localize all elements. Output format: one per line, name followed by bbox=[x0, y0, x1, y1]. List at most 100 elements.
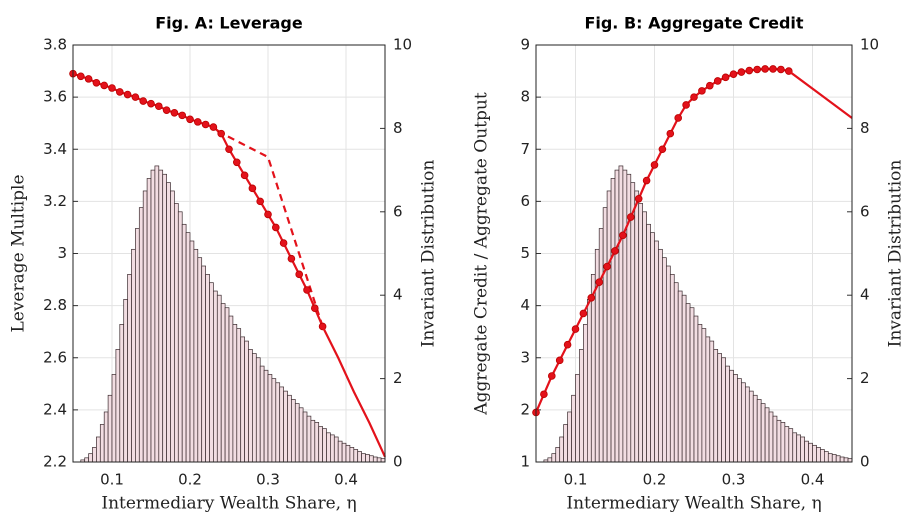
histogram-bar bbox=[662, 257, 667, 463]
line-marker bbox=[547, 372, 556, 380]
histogram-bar bbox=[646, 223, 651, 463]
histogram-bar bbox=[84, 457, 89, 463]
histogram-bar bbox=[92, 447, 97, 463]
histogram-bar bbox=[800, 436, 805, 463]
line-marker bbox=[92, 78, 101, 87]
histogram-bar bbox=[689, 307, 695, 463]
histogram-bar bbox=[166, 182, 171, 463]
histogram-bar bbox=[349, 447, 355, 463]
histogram-bar bbox=[816, 447, 821, 463]
line-marker bbox=[611, 247, 619, 255]
line-marker bbox=[233, 158, 241, 167]
line-marker bbox=[178, 111, 187, 120]
histogram-bar bbox=[559, 436, 565, 463]
y-tick-label: 3.4 bbox=[43, 140, 67, 158]
histogram-bar bbox=[372, 456, 378, 463]
histogram-bar bbox=[606, 190, 612, 463]
histogram-bar bbox=[135, 228, 140, 463]
line-marker bbox=[579, 309, 588, 318]
line-marker bbox=[769, 65, 777, 73]
line-marker bbox=[555, 356, 564, 365]
histogram-bar bbox=[138, 207, 144, 463]
histogram-bar bbox=[622, 169, 628, 463]
histogram-bar bbox=[586, 299, 592, 463]
chart-title: Fig. B: Aggregate Credit bbox=[584, 14, 803, 33]
histogram-bar bbox=[721, 357, 726, 463]
histogram-bar bbox=[792, 432, 798, 463]
histogram-bar bbox=[693, 315, 699, 463]
line-marker bbox=[108, 84, 116, 92]
histogram-bar bbox=[796, 434, 802, 463]
histogram-bar bbox=[697, 324, 703, 463]
histogram-bar bbox=[725, 365, 730, 463]
histogram-bar bbox=[658, 248, 663, 463]
chart-title: Fig. A: Leverage bbox=[155, 14, 303, 33]
y2-axis-label: Invariant Distribution bbox=[419, 160, 439, 348]
histogram-bar bbox=[575, 374, 580, 463]
histogram-bar bbox=[847, 458, 853, 463]
histogram-bar bbox=[788, 428, 794, 463]
line-marker bbox=[713, 77, 722, 85]
histogram-bar bbox=[784, 426, 790, 463]
y-tick-label: 3 bbox=[520, 348, 530, 366]
histogram-bar bbox=[563, 424, 568, 463]
line-marker bbox=[139, 97, 148, 105]
histogram-bar bbox=[131, 248, 136, 463]
histogram-bar bbox=[361, 453, 366, 463]
histogram-bar bbox=[701, 328, 707, 463]
histogram-bar bbox=[768, 411, 774, 463]
histogram-bar bbox=[146, 178, 152, 463]
line-marker bbox=[619, 231, 627, 240]
histogram-bar bbox=[177, 211, 183, 463]
y-tick-label: 3.2 bbox=[43, 192, 67, 210]
y-axis-label: Aggregate Credit / Aggregate Output bbox=[472, 92, 492, 416]
histogram-bar bbox=[107, 394, 113, 463]
histogram-bar bbox=[709, 340, 715, 463]
histogram-bar bbox=[571, 394, 576, 463]
line-marker bbox=[682, 101, 690, 109]
panel: 0.1 0.2 0.3 0.4 2.2 2.4 2.6 2.8 3 3.2 3.4 3.6 3.8 0 2 4… bbox=[9, 14, 439, 514]
histogram-bar bbox=[88, 453, 93, 463]
y2-tick-label: 0 bbox=[393, 453, 403, 471]
line-marker bbox=[571, 325, 580, 333]
histogram-bar bbox=[583, 324, 588, 463]
x-tick-label: 0.1 bbox=[100, 471, 124, 489]
histogram-bar bbox=[248, 349, 253, 463]
line-marker bbox=[729, 70, 738, 78]
histogram-bar bbox=[713, 349, 719, 463]
line-marker bbox=[201, 120, 210, 129]
histogram-bar bbox=[598, 228, 604, 463]
y-tick-label: 3.8 bbox=[43, 36, 67, 54]
histogram-bar bbox=[271, 378, 277, 463]
line bbox=[321, 325, 386, 458]
y2-tick-label: 4 bbox=[860, 286, 870, 304]
y-axis-label: Leverage Multiple bbox=[9, 174, 29, 332]
histogram-bar bbox=[590, 274, 596, 463]
histogram-bar bbox=[839, 456, 845, 463]
histogram-bar bbox=[259, 365, 265, 463]
y2-axis-label: Invariant Distribution bbox=[886, 160, 905, 348]
histogram-bar bbox=[808, 442, 813, 463]
histogram-bar bbox=[376, 457, 382, 463]
histogram-bar bbox=[748, 390, 754, 463]
histogram-bar bbox=[677, 290, 683, 463]
histogram-bar bbox=[283, 390, 288, 463]
line-marker bbox=[666, 129, 675, 138]
line-marker bbox=[116, 88, 124, 96]
y-tick-label: 6 bbox=[520, 192, 530, 210]
line-marker bbox=[240, 171, 249, 180]
histogram-bar bbox=[669, 274, 675, 463]
histogram-bar bbox=[111, 374, 117, 463]
line-marker bbox=[217, 129, 226, 138]
histogram-bar bbox=[804, 440, 809, 463]
histogram-bar bbox=[267, 374, 273, 463]
line-marker bbox=[674, 114, 682, 122]
y-tick-label: 9 bbox=[520, 36, 530, 54]
y2-tick-label: 10 bbox=[860, 36, 879, 54]
histogram-bar bbox=[345, 444, 351, 463]
histogram-bar bbox=[170, 190, 175, 463]
line-marker bbox=[264, 210, 272, 219]
histogram-bar bbox=[162, 173, 167, 463]
histogram-bar bbox=[279, 386, 284, 463]
histogram-bar bbox=[380, 458, 386, 463]
